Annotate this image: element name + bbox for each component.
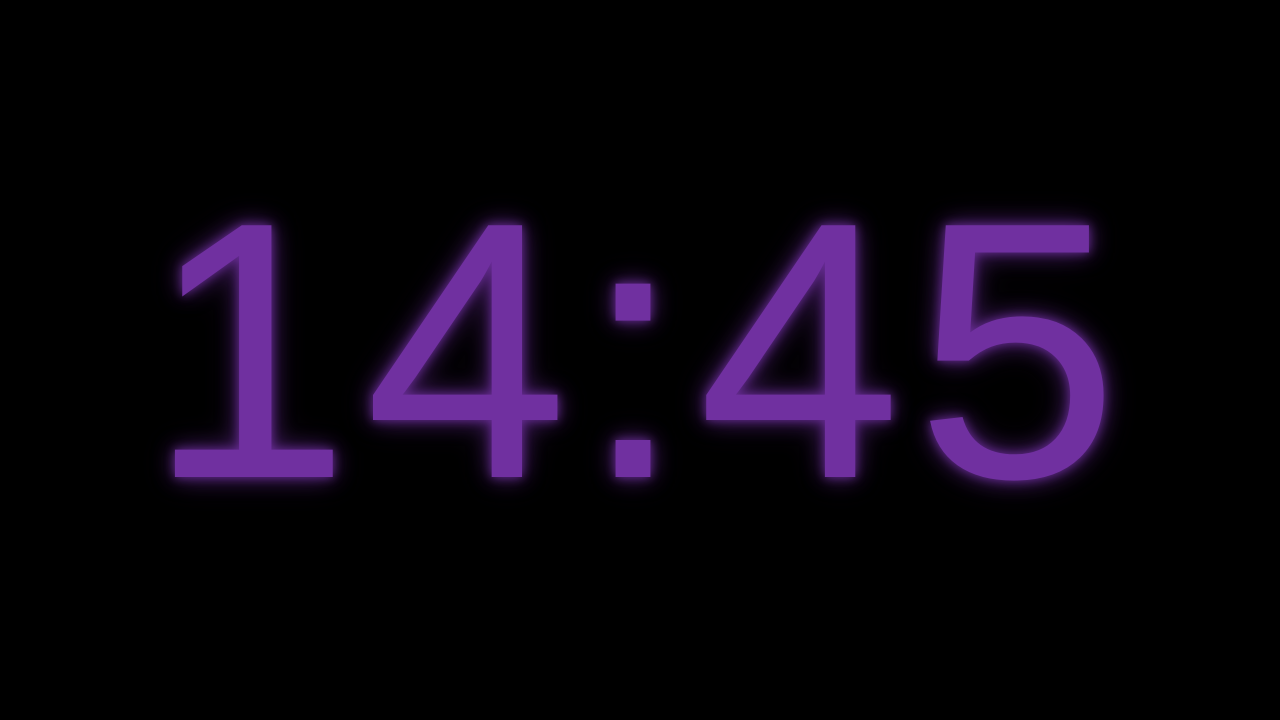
clock-time-display: 14:45 (147, 146, 1133, 555)
